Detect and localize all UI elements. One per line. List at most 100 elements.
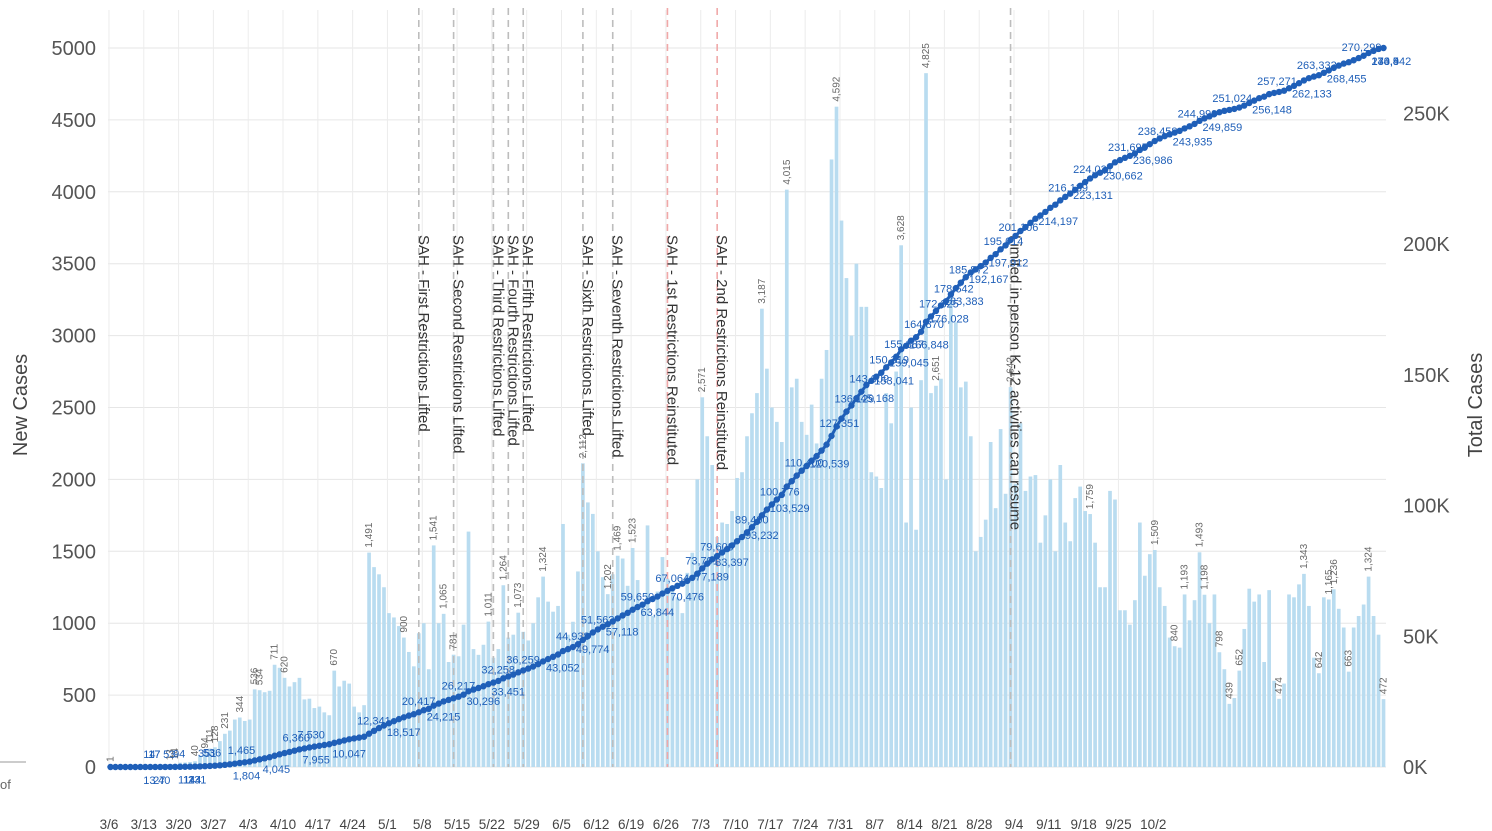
cumulative-point — [326, 741, 333, 748]
bar — [397, 626, 401, 767]
cumulative-point — [321, 741, 328, 749]
cumulative-point — [1290, 82, 1298, 90]
bar — [476, 654, 481, 767]
bar — [471, 649, 476, 767]
bar — [1118, 610, 1122, 767]
cumulative-point — [1022, 223, 1029, 231]
x-tick-label: 8/14 — [896, 817, 923, 831]
cumulative-point — [1211, 110, 1218, 118]
bar — [735, 477, 739, 767]
cumulative-value-label: 17 — [148, 749, 160, 761]
cumulative-point — [1121, 154, 1129, 162]
cumulative-point — [539, 658, 547, 665]
cumulative-point — [1246, 99, 1253, 107]
bar — [546, 601, 550, 767]
bar — [223, 733, 227, 767]
bar — [1277, 698, 1281, 767]
bar — [1192, 600, 1197, 767]
x-tick-label: 8/7 — [865, 817, 884, 831]
cumulative-point — [649, 595, 656, 603]
cumulative-value-label: 27 — [153, 775, 165, 787]
cumulative-point — [176, 763, 184, 771]
cumulative-point — [107, 763, 114, 771]
cumulative-value-label: 176,028 — [929, 313, 969, 325]
bar — [894, 371, 899, 767]
bar — [277, 667, 282, 767]
bar — [929, 393, 933, 767]
y2-tick-label: 0K — [1403, 757, 1428, 779]
cumulative-value-label: 127,351 — [820, 418, 860, 430]
bar — [1187, 620, 1192, 767]
cumulative-point — [778, 491, 786, 499]
cumulative-value-label: 17 — [148, 749, 160, 761]
cumulative-point — [1191, 120, 1198, 128]
bar — [670, 588, 675, 767]
bar — [824, 349, 829, 767]
bar — [983, 519, 988, 767]
cumulative-point — [868, 377, 875, 385]
bar — [1322, 597, 1326, 767]
cumulative-value-label: 236,986 — [1133, 155, 1173, 167]
cumulative-value-label: 155,887 — [884, 339, 924, 351]
cumulative-value-label: 40 — [158, 775, 170, 787]
x-tick-label: 5/15 — [444, 817, 470, 831]
cumulative-point — [1151, 137, 1158, 145]
bar — [600, 577, 605, 767]
bar — [1023, 490, 1028, 767]
cumulative-value-label: 4,045 — [263, 764, 291, 776]
bar — [954, 322, 958, 767]
cumulative-point — [962, 273, 970, 281]
bar — [844, 278, 849, 767]
bar — [466, 531, 471, 767]
cumulative-point — [470, 686, 477, 693]
bar — [779, 442, 784, 767]
cumulative-point — [823, 441, 830, 448]
y-tick-label: 5000 — [52, 38, 97, 60]
cumulative-point — [743, 529, 751, 536]
cumulative-value-label: 120,539 — [810, 459, 850, 471]
cumulative-point — [883, 364, 890, 371]
cumulative-point — [1042, 208, 1049, 216]
cumulative-point — [206, 762, 214, 770]
bar — [625, 585, 630, 767]
bar — [1147, 554, 1152, 767]
x-tick-label: 6/26 — [653, 817, 679, 831]
cumulative-point — [1131, 150, 1139, 157]
cumulative-value-label: 53 — [163, 749, 175, 761]
cumulative-point — [1251, 97, 1258, 104]
event-label: SAH - Third Restrictions Lifted — [489, 235, 506, 436]
cumulative-point — [907, 337, 915, 344]
bar — [337, 686, 342, 767]
cumulative-point — [450, 695, 457, 702]
y-axis-title: New Cases — [10, 354, 32, 456]
cumulative-point — [912, 334, 920, 341]
cumulative-value-label: 33,451 — [491, 686, 525, 698]
bar-value-label: 3,628 — [896, 215, 907, 240]
cumulative-point — [813, 452, 820, 460]
bar-value-label: 128 — [210, 725, 221, 742]
cumulative-point — [992, 250, 999, 258]
bar-value-label: 781 — [449, 633, 460, 650]
cumulative-point — [922, 318, 930, 325]
bar — [1093, 542, 1097, 767]
bar — [775, 421, 779, 767]
y-tick-label: 4000 — [52, 182, 97, 204]
x-tick-label: 5/1 — [378, 817, 397, 831]
cumulative-value-label: 159,045 — [889, 357, 929, 369]
x-tick-label: 8/21 — [931, 817, 957, 831]
bar — [1232, 697, 1237, 767]
cumulative-point — [997, 246, 1004, 253]
bar-value-label: 439 — [1224, 682, 1235, 699]
cumulative-point — [1062, 193, 1069, 201]
bar-value-label: 94 — [200, 737, 211, 749]
bar — [571, 621, 575, 767]
cumulative-point — [843, 408, 850, 415]
cumulative-point — [345, 736, 353, 743]
cumulative-point — [624, 609, 631, 617]
bar — [859, 306, 864, 767]
bar — [715, 536, 719, 767]
bar-value-label: 344 — [235, 695, 246, 712]
cumulative-point — [221, 761, 229, 769]
cumulative-point — [216, 762, 224, 769]
bar — [541, 576, 545, 767]
